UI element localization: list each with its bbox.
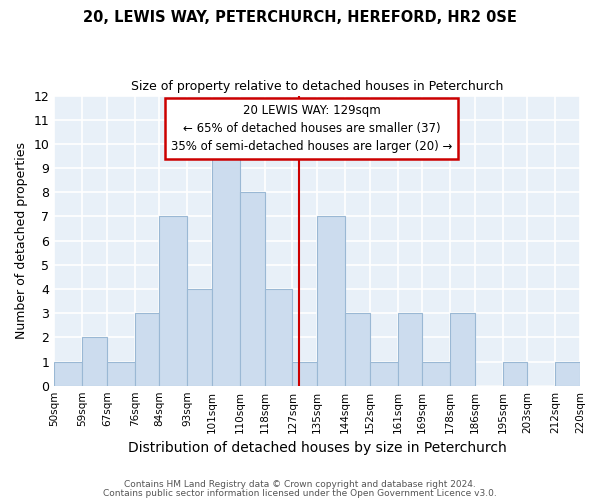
Bar <box>345 313 370 386</box>
Bar <box>292 362 317 386</box>
Text: Contains public sector information licensed under the Open Government Licence v3: Contains public sector information licen… <box>103 488 497 498</box>
Bar <box>240 192 265 386</box>
Bar <box>422 362 450 386</box>
Text: Contains HM Land Registry data © Crown copyright and database right 2024.: Contains HM Land Registry data © Crown c… <box>124 480 476 489</box>
Bar <box>317 216 345 386</box>
Bar <box>265 289 292 386</box>
Text: 20 LEWIS WAY: 129sqm
← 65% of detached houses are smaller (37)
35% of semi-detac: 20 LEWIS WAY: 129sqm ← 65% of detached h… <box>171 104 452 154</box>
Text: 20, LEWIS WAY, PETERCHURCH, HEREFORD, HR2 0SE: 20, LEWIS WAY, PETERCHURCH, HEREFORD, HR… <box>83 10 517 25</box>
Bar <box>450 313 475 386</box>
Bar <box>555 362 580 386</box>
Bar <box>160 216 187 386</box>
Bar <box>134 313 160 386</box>
Bar <box>503 362 527 386</box>
Bar <box>107 362 134 386</box>
Bar <box>82 338 107 386</box>
Bar <box>54 362 82 386</box>
Y-axis label: Number of detached properties: Number of detached properties <box>15 142 28 339</box>
Bar <box>370 362 398 386</box>
Bar <box>212 144 240 386</box>
Title: Size of property relative to detached houses in Peterchurch: Size of property relative to detached ho… <box>131 80 503 93</box>
Bar <box>398 313 422 386</box>
X-axis label: Distribution of detached houses by size in Peterchurch: Distribution of detached houses by size … <box>128 441 506 455</box>
Bar <box>187 289 212 386</box>
